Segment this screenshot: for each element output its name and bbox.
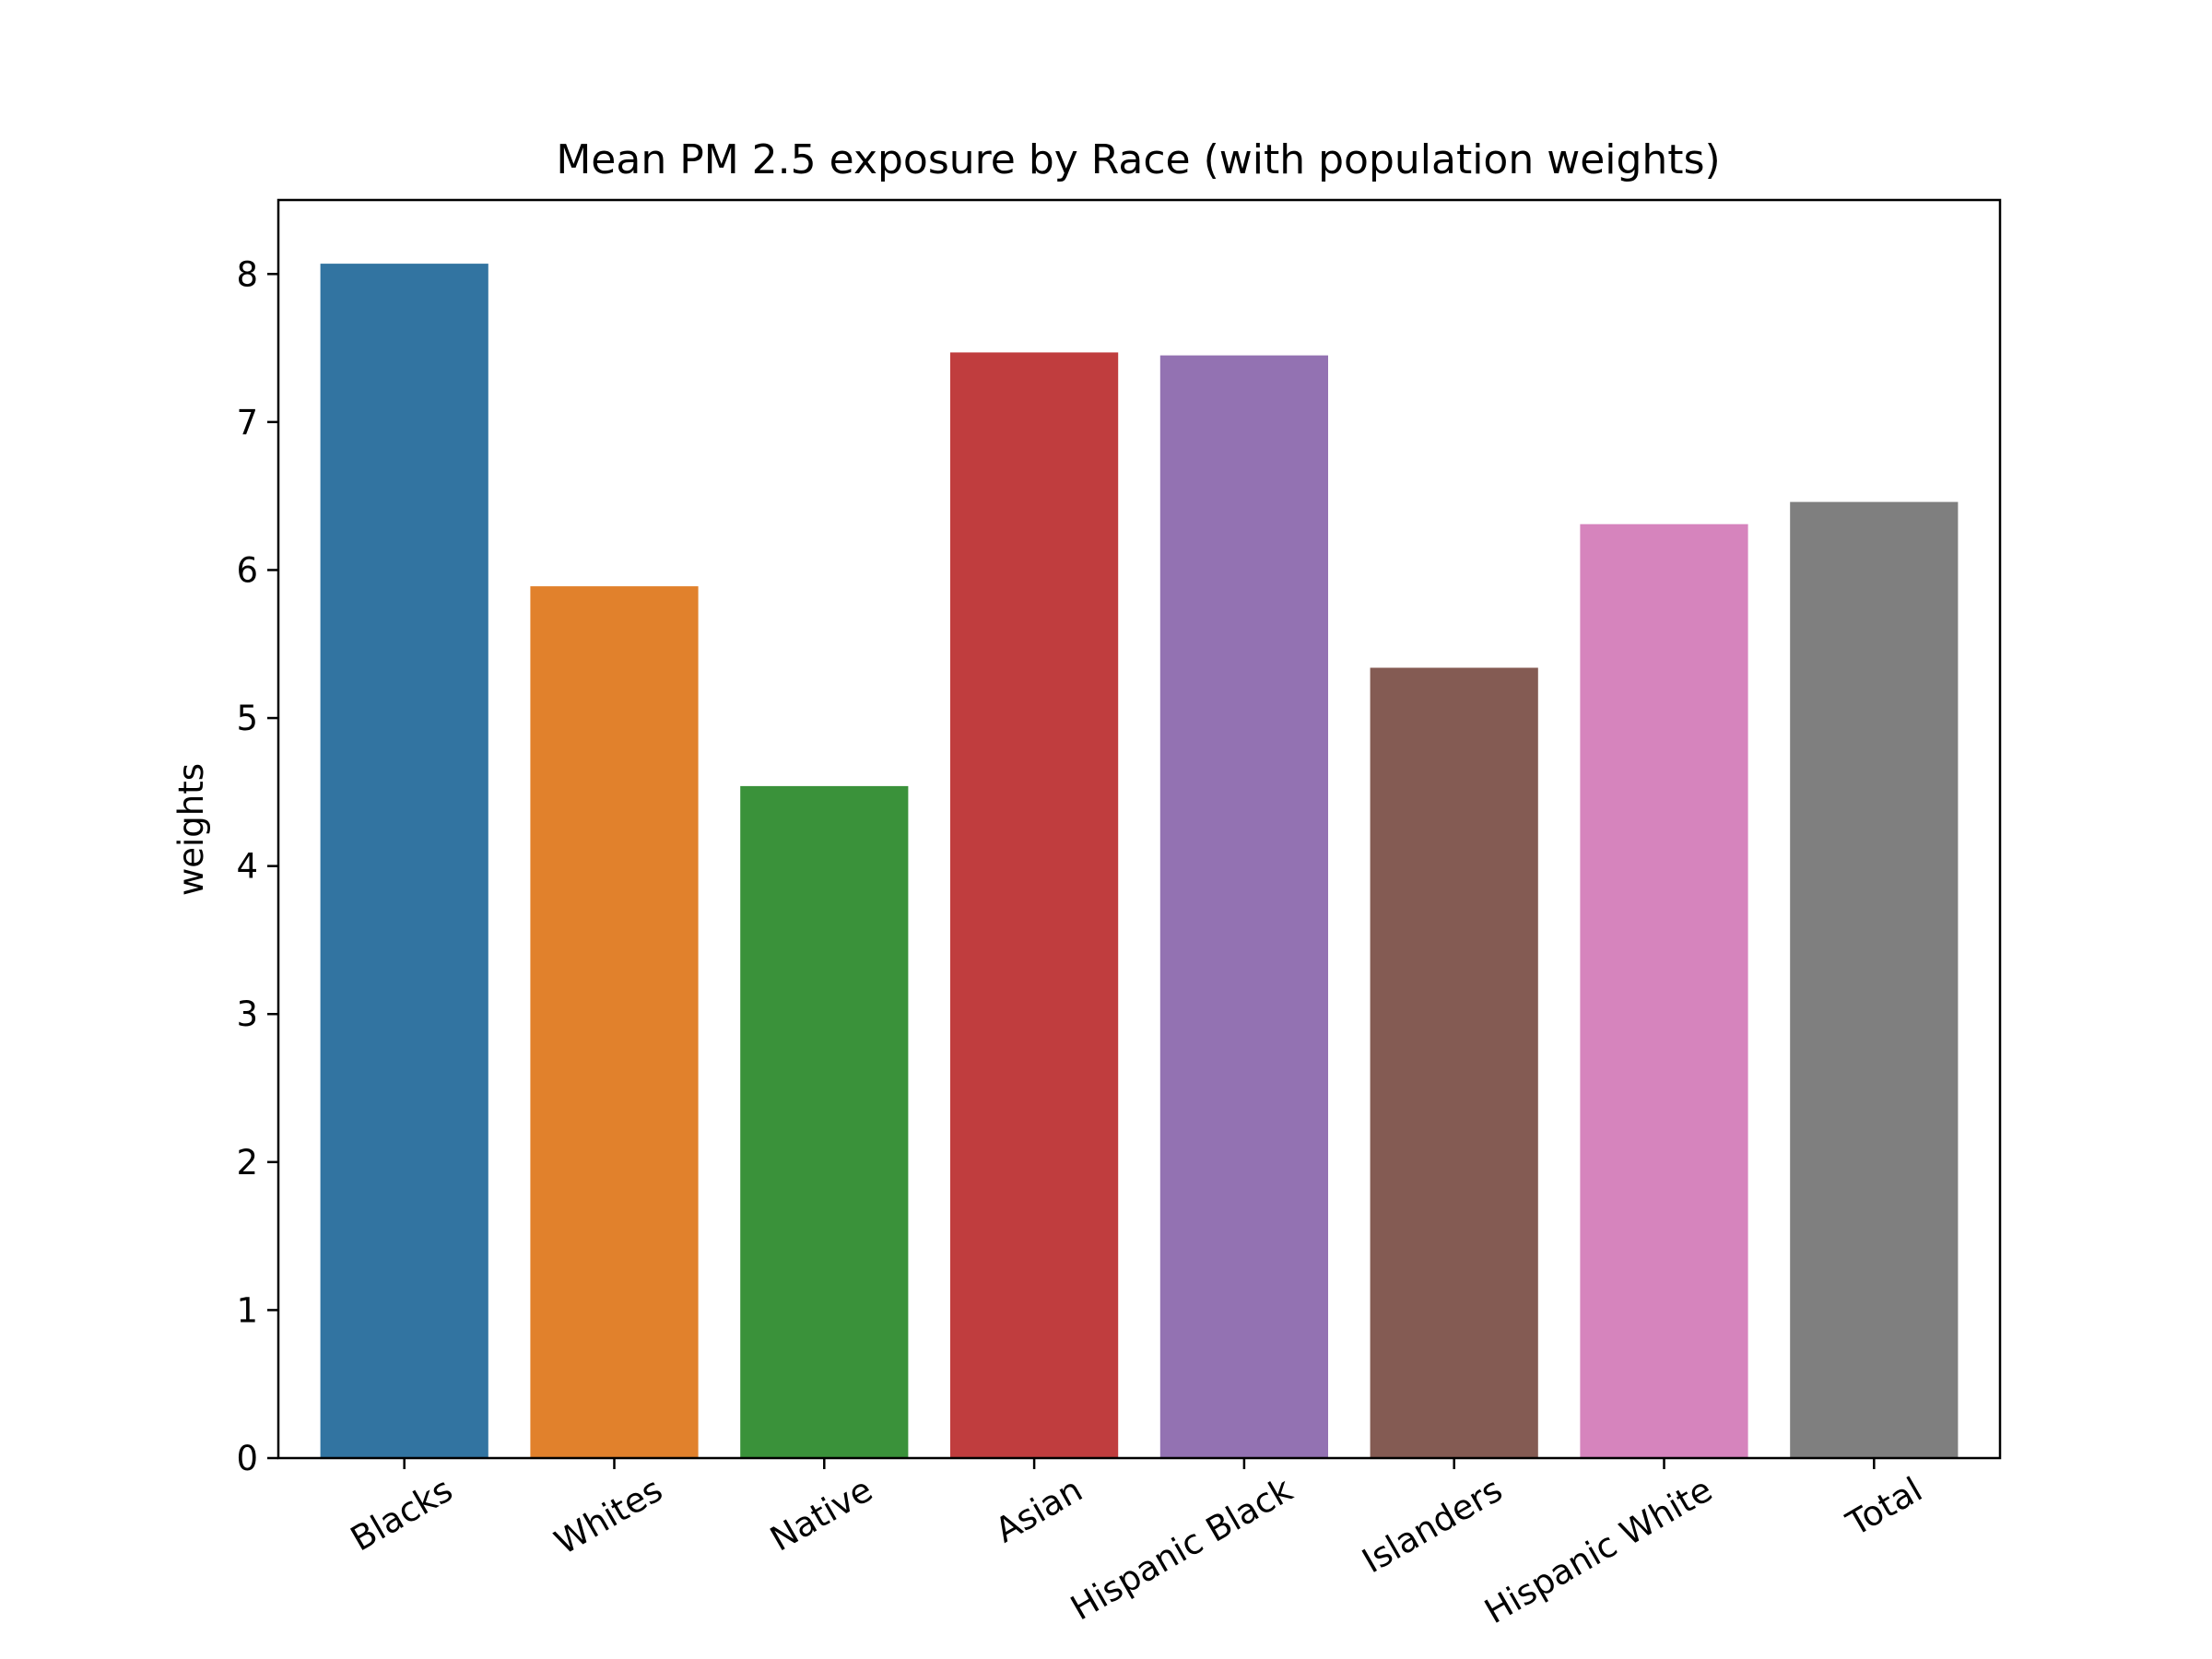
x-tick-label: Total bbox=[1840, 1470, 1929, 1545]
y-tick-label: 1 bbox=[236, 1290, 258, 1330]
bar-asian bbox=[950, 352, 1119, 1458]
y-tick-label: 2 bbox=[236, 1143, 258, 1182]
x-tick-label: Hispanic Black bbox=[1065, 1469, 1300, 1628]
bar-whites bbox=[530, 586, 699, 1458]
y-tick-label: 8 bbox=[236, 254, 258, 294]
bar-total bbox=[1790, 501, 1959, 1458]
x-tick-label: Hispanic White bbox=[1478, 1470, 1719, 1632]
y-tick-label: 7 bbox=[236, 403, 258, 442]
y-axis-label: weights bbox=[171, 763, 211, 896]
y-axis-ticks: 0 1 2 3 4 5 6 7 8 bbox=[236, 254, 278, 1478]
plot-frame bbox=[276, 198, 2002, 1460]
x-tick-label: Islanders bbox=[1356, 1470, 1509, 1582]
bar-islanders bbox=[1370, 667, 1538, 1458]
bars bbox=[320, 264, 1959, 1459]
y-tick-label: 5 bbox=[236, 699, 258, 738]
x-tick-label: Asian bbox=[989, 1470, 1089, 1551]
x-tick-label: Native bbox=[764, 1470, 879, 1559]
y-tick-label: 6 bbox=[236, 550, 258, 590]
bar-hispanic-white bbox=[1580, 524, 1748, 1458]
y-tick-label: 4 bbox=[236, 847, 258, 887]
bar-native bbox=[740, 785, 909, 1458]
y-tick-label: 0 bbox=[236, 1439, 258, 1478]
chart-title: Mean PM 2.5 exposure by Race (with popul… bbox=[556, 136, 1720, 183]
bar-hispanic-black bbox=[1159, 355, 1328, 1459]
x-tick-label: Blacks bbox=[344, 1470, 459, 1559]
bar-blacks bbox=[320, 264, 488, 1459]
y-tick-label: 3 bbox=[236, 994, 258, 1034]
x-tick-label: Whites bbox=[548, 1470, 669, 1563]
